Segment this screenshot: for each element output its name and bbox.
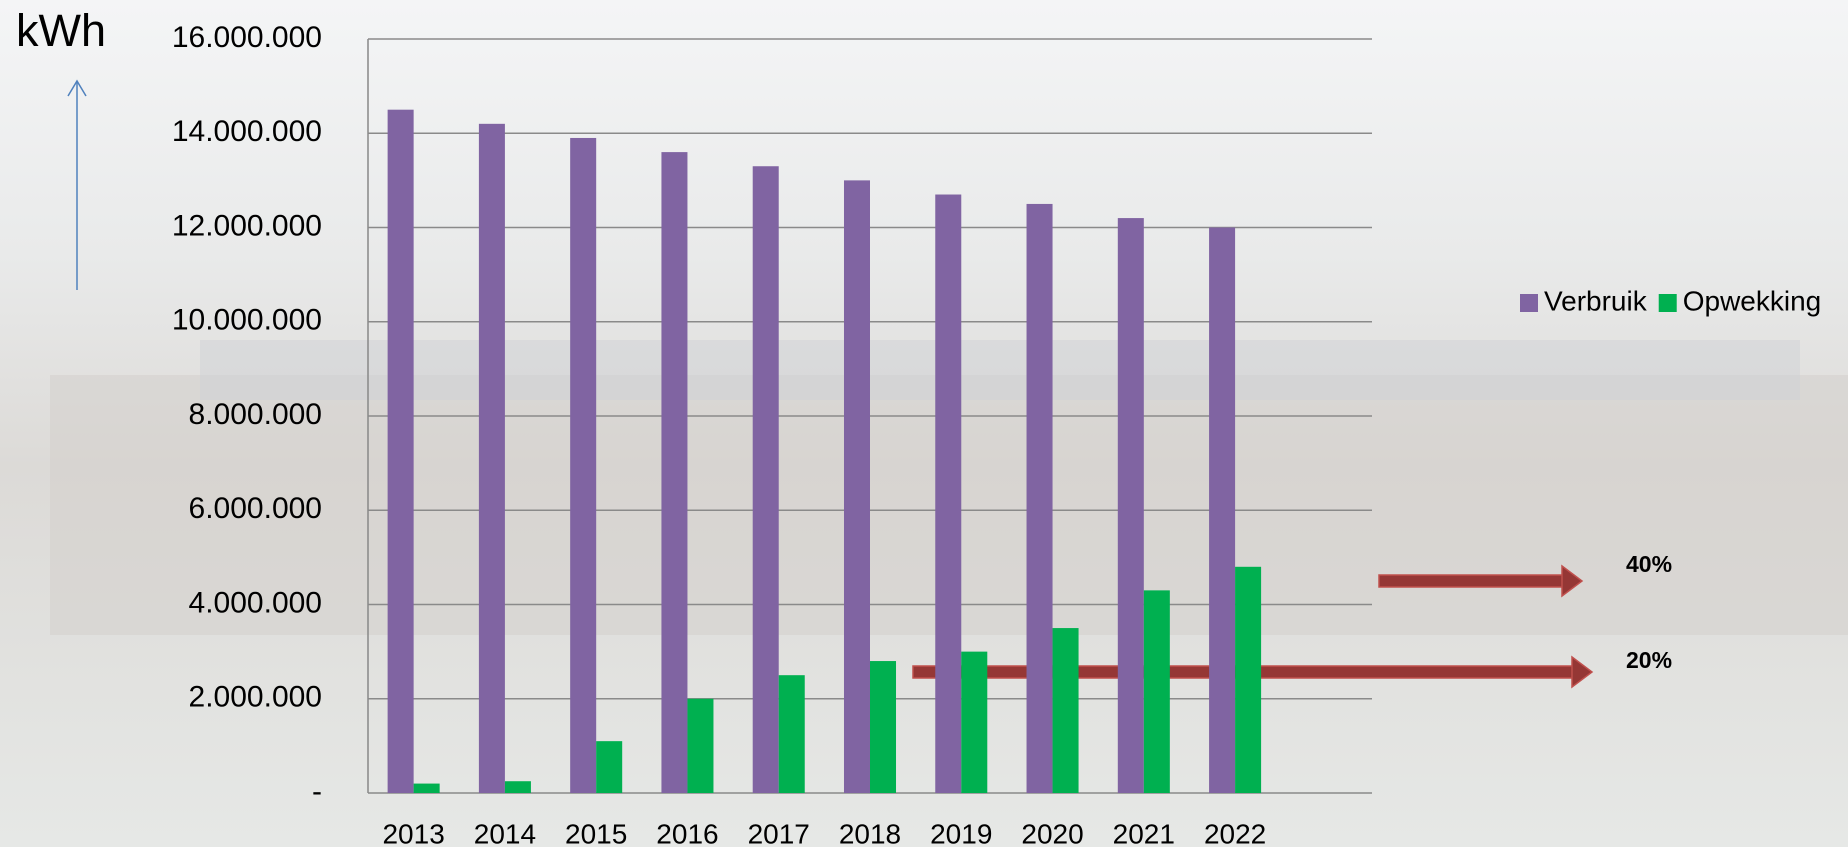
bar [1053,628,1079,793]
solar-panels [200,340,1800,400]
bar [1235,567,1261,793]
x-tick-label: 2020 [1021,818,1083,847]
bar [661,152,687,793]
bar [687,699,713,793]
bar [753,166,779,793]
y-tick-label: - [312,775,322,808]
x-tick-label: 2022 [1204,818,1266,847]
annotation: 40% [1626,551,1672,577]
legend-label: Opwekking [1683,285,1822,316]
y-tick-label: 8.000.000 [189,398,322,431]
x-tick-label: 2016 [656,818,718,847]
x-tick-label: 2013 [382,818,444,847]
x-tick-label: 2019 [930,818,992,847]
bar [570,138,596,793]
y-tick-label: 10.000.000 [172,304,322,337]
y-tick-label: 6.000.000 [189,492,322,525]
page: kWh 40% 20% - 2.000.000 4.000.000 6.000.000… [0,0,1848,847]
x-tick-label: 2021 [1113,818,1175,847]
bar [844,180,870,793]
x-tick-label: 2015 [565,818,627,847]
legend-label: Verbruik [1544,285,1648,316]
legend-swatch [1659,294,1677,312]
bar [388,110,414,793]
chart: kWh 40% 20% - 2.000.000 4.000.000 6.000.000… [0,0,1848,847]
y-tick-label: 14.000.000 [172,115,322,148]
bar [1027,204,1053,793]
bar [1118,218,1144,793]
x-tick-label: 2018 [839,818,901,847]
bar [596,741,622,793]
bar [961,652,987,793]
annotation: 20% [1626,647,1672,673]
bar [505,781,531,793]
y-tick-label: 2.000.000 [189,681,322,714]
y-tick-label: 16.000.000 [172,21,322,54]
y-tick-label: 4.000.000 [189,586,322,619]
bar [779,675,805,793]
bar [479,124,505,793]
y-axis-label: kWh [16,5,106,56]
x-tick-label: 2014 [474,818,536,847]
x-tick-label: 2017 [748,818,810,847]
bar [1209,228,1235,794]
bar [1144,590,1170,793]
y-tick-label: 12.000.000 [172,209,322,242]
bar [935,195,961,793]
bar [870,661,896,793]
bar [414,784,440,793]
legend-swatch [1520,294,1538,312]
